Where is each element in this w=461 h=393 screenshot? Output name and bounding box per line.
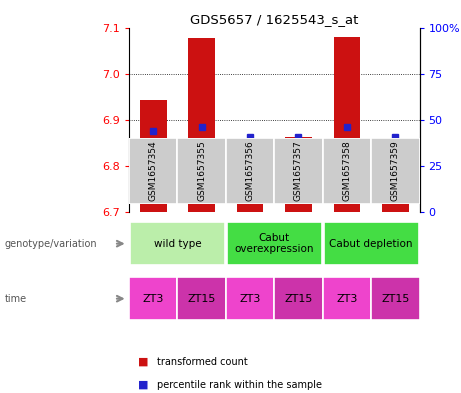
Text: GSM1657359: GSM1657359 (391, 141, 400, 201)
Bar (323, 277, 371, 320)
Text: percentile rank within the sample: percentile rank within the sample (157, 380, 322, 390)
Bar (237, 150, 263, 212)
Bar (371, 277, 420, 320)
Text: ZT15: ZT15 (188, 294, 216, 304)
Bar (371, 138, 420, 204)
Text: GSM1657355: GSM1657355 (197, 141, 206, 201)
Bar (177, 138, 226, 204)
Bar (226, 138, 274, 204)
Text: ■: ■ (138, 380, 149, 390)
Text: ZT3: ZT3 (142, 294, 164, 304)
Text: ZT15: ZT15 (381, 294, 409, 304)
Bar (129, 277, 177, 320)
Text: wild type: wild type (154, 239, 201, 249)
Text: GSM1657357: GSM1657357 (294, 141, 303, 201)
Bar (274, 277, 323, 320)
Bar (334, 37, 360, 212)
Text: ZT3: ZT3 (336, 294, 358, 304)
Text: ■: ■ (138, 356, 149, 367)
Text: genotype/variation: genotype/variation (5, 239, 97, 249)
Text: GSM1657356: GSM1657356 (246, 141, 254, 201)
Bar (177, 277, 226, 320)
Bar (274, 138, 323, 204)
Bar (140, 101, 166, 212)
Text: GSM1657358: GSM1657358 (343, 141, 351, 201)
Text: ZT15: ZT15 (284, 294, 313, 304)
Bar (227, 222, 322, 265)
Title: GDS5657 / 1625543_s_at: GDS5657 / 1625543_s_at (190, 13, 359, 26)
Text: transformed count: transformed count (157, 356, 248, 367)
Bar (189, 38, 215, 212)
Bar (285, 138, 312, 212)
Bar (129, 138, 177, 204)
Text: Cabut depletion: Cabut depletion (329, 239, 413, 249)
Bar (324, 222, 419, 265)
Bar (130, 222, 225, 265)
Bar (382, 180, 408, 212)
Bar (323, 138, 371, 204)
Bar (226, 277, 274, 320)
Text: ZT3: ZT3 (239, 294, 261, 304)
Text: Cabut
overexpression: Cabut overexpression (235, 233, 314, 254)
Text: GSM1657354: GSM1657354 (149, 141, 158, 201)
Text: time: time (5, 294, 27, 304)
